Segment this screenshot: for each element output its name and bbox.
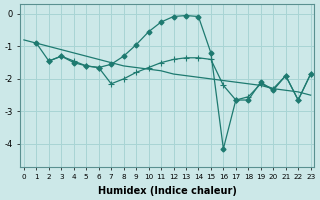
X-axis label: Humidex (Indice chaleur): Humidex (Indice chaleur) (98, 186, 237, 196)
